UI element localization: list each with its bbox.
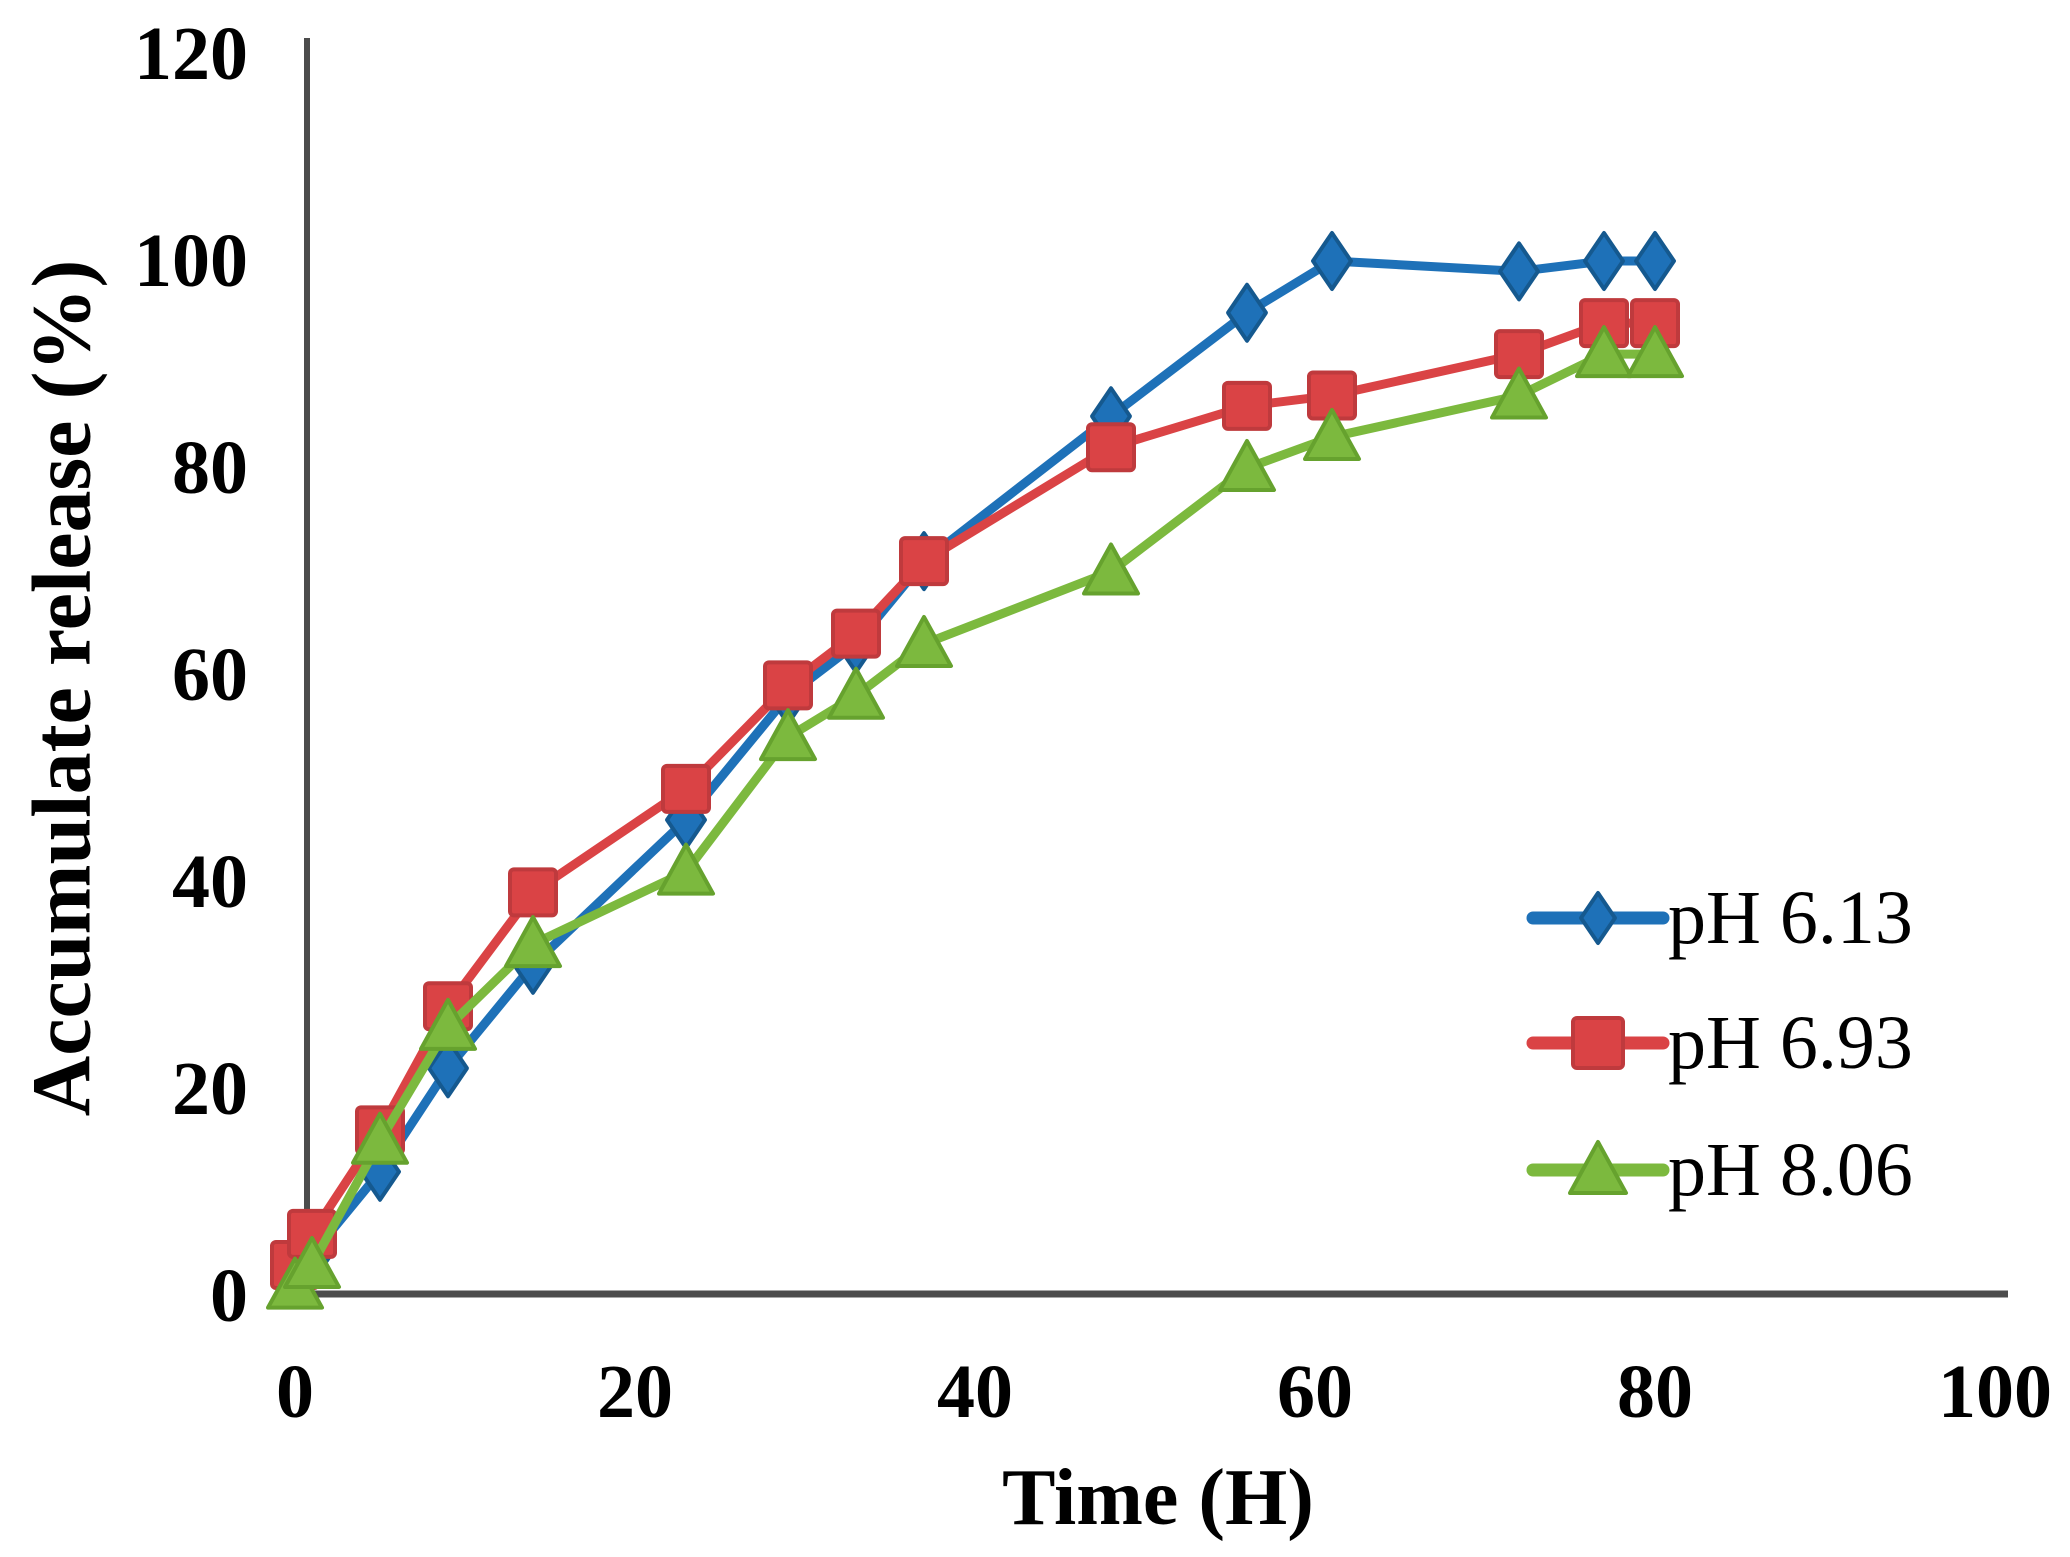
data-point-marker bbox=[419, 997, 477, 1051]
y-axis-title: Accumulate release (%) bbox=[16, 260, 109, 1117]
data-point-marker bbox=[504, 915, 562, 969]
y-tick-label: 40 bbox=[172, 840, 248, 924]
data-point-marker bbox=[283, 1235, 341, 1289]
data-point-marker bbox=[1311, 231, 1353, 291]
data-point-marker bbox=[427, 1038, 469, 1099]
x-tick-label: 80 bbox=[1617, 1350, 1693, 1434]
y-tick-label: 0 bbox=[210, 1254, 248, 1338]
x-axis-title: Time (H) bbox=[1002, 1454, 1314, 1542]
legend-marker bbox=[1579, 891, 1617, 945]
y-tick-label: 80 bbox=[172, 426, 248, 510]
data-point-marker bbox=[1626, 325, 1684, 379]
legend: pH 6.13 pH 6.93 pH 8.06 bbox=[1526, 876, 1913, 1212]
data-point-marker bbox=[1082, 542, 1140, 596]
legend-label: pH 6.93 bbox=[1668, 1001, 1913, 1085]
y-tick-label: 20 bbox=[172, 1047, 248, 1131]
series-layer bbox=[266, 231, 1684, 1310]
y-axis-ticks: 0 20 40 60 80 100 120 bbox=[134, 12, 248, 1338]
x-axis-ticks: 0 20 40 60 80 100 bbox=[276, 1350, 2052, 1434]
data-point-marker bbox=[508, 867, 558, 918]
y-tick-label: 100 bbox=[134, 219, 248, 303]
data-point-marker bbox=[827, 666, 885, 720]
x-tick-label: 60 bbox=[1277, 1350, 1353, 1434]
data-point-marker bbox=[895, 614, 953, 668]
data-point-marker bbox=[661, 763, 711, 814]
legend-item-pH-8.06: pH 8.06 bbox=[1526, 1128, 1913, 1212]
legend-marker bbox=[1568, 1140, 1628, 1195]
data-point-marker bbox=[1575, 325, 1633, 379]
series-line bbox=[290, 318, 1660, 1270]
x-tick-label: 0 bbox=[276, 1350, 314, 1434]
series-line bbox=[290, 349, 1660, 1291]
data-point-marker bbox=[1218, 439, 1276, 492]
data-point-marker bbox=[1634, 231, 1676, 291]
legend-marker bbox=[1571, 1016, 1625, 1070]
data-point-marker bbox=[351, 1111, 409, 1165]
data-point-marker bbox=[657, 842, 715, 896]
legend-label: pH 8.06 bbox=[1668, 1128, 1913, 1212]
x-tick-label: 20 bbox=[597, 1350, 673, 1434]
data-point-marker bbox=[759, 708, 817, 762]
data-point-marker bbox=[1583, 231, 1625, 291]
data-point-marker bbox=[1226, 282, 1268, 343]
data-point-marker bbox=[1086, 422, 1136, 473]
data-point-marker bbox=[831, 608, 881, 659]
data-point-marker bbox=[1498, 241, 1540, 302]
series-pH-8.06 bbox=[266, 325, 1684, 1310]
data-point-marker bbox=[763, 660, 813, 711]
data-point-marker bbox=[899, 536, 949, 587]
series-pH-6.93 bbox=[270, 298, 1680, 1290]
y-tick-label: 120 bbox=[134, 12, 248, 96]
x-tick-label: 40 bbox=[937, 1350, 1013, 1434]
data-point-marker bbox=[1303, 407, 1361, 461]
y-tick-label: 60 bbox=[172, 633, 248, 717]
x-tick-label: 100 bbox=[1938, 1350, 2052, 1434]
data-point-marker bbox=[1222, 380, 1272, 431]
legend-label: pH 6.13 bbox=[1668, 876, 1913, 960]
legend-item-pH-6.93: pH 6.93 bbox=[1526, 1001, 1913, 1085]
legend-item-pH-6.13: pH 6.13 bbox=[1526, 876, 1913, 960]
data-point-marker bbox=[1490, 366, 1548, 420]
series-pH-6.13 bbox=[274, 231, 1676, 1306]
